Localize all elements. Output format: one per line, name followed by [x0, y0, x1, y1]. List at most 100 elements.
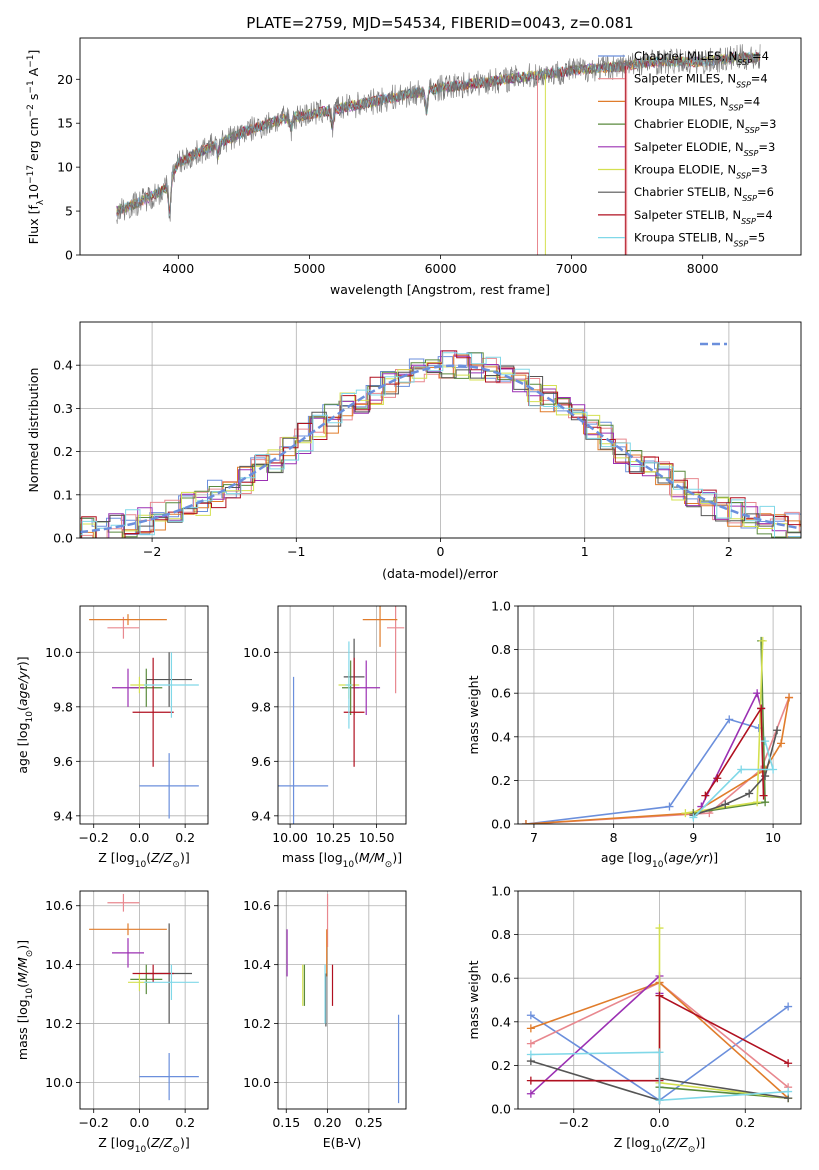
- gaussian-curve: [80, 364, 799, 534]
- errorbar-point-salpeter-stelib: [132, 657, 174, 767]
- y-tick-label: 0.2: [53, 444, 73, 459]
- legend-label-salpeter-stelib: Salpeter STELIB, NSSP=4: [634, 208, 773, 226]
- x-tick-label: 10.25: [315, 830, 351, 845]
- series-marker-salpeter-stelib: [784, 1059, 793, 1068]
- y-tick-label: 10.4: [45, 957, 73, 972]
- y-tick-label: 5: [65, 204, 73, 219]
- y-tick-label: 10.0: [243, 645, 271, 660]
- series-marker-kroupa-stelib: [655, 1096, 664, 1105]
- y-tick-label: 0.8: [491, 642, 511, 657]
- x-tick-label: 0: [437, 544, 445, 559]
- plot-area: [278, 606, 405, 824]
- plot-area: [286, 893, 400, 1104]
- panel-massweight_vs_age: 7 8 9 10 0.0 0.2 0.4 0.6 0.8 1.0 age [log10(age/yr…: [466, 599, 802, 870]
- series-line-kroupa-stelib: [692, 740, 775, 819]
- series-line-chabrier-miles: [525, 718, 759, 824]
- y-tick-label: 0.0: [491, 1102, 511, 1117]
- y-tick-label: 0.2: [491, 1058, 511, 1073]
- x-tick-label: 0.2: [175, 830, 195, 845]
- x-tick-label: 0.25: [355, 1115, 383, 1130]
- legend-label-chabrier-elodie: Chabrier ELODIE, NSSP=3: [634, 117, 776, 135]
- series-marker-kroupa-stelib: [769, 765, 778, 774]
- series-marker-kroupa-miles: [526, 1024, 535, 1033]
- plot-area: [526, 924, 793, 1105]
- panel-residual_histogram: −2 −1 0 1 2 0.0 0.1 0.2 0.3 0.4 (data-model)/error…: [26, 321, 802, 581]
- spectrum-legend: Chabrier MILES, NSSP=4 Salpeter MILES, NS…: [598, 49, 776, 248]
- data-spectrum: [116, 44, 761, 224]
- y-axis-label: Normed distribution: [26, 368, 41, 493]
- y-tick-label: 9.8: [251, 699, 271, 714]
- y-axis-label: mass weight: [466, 960, 481, 1039]
- x-tick-label: −2: [143, 544, 161, 559]
- errorbar-point-salpeter-miles: [107, 616, 140, 639]
- errorbar-point-kroupa-miles: [89, 923, 167, 936]
- errorbar-point-salpeter-miles: [386, 606, 405, 694]
- legend-label-kroupa-elodie: Kroupa ELODIE, NSSP=3: [634, 163, 768, 181]
- axes-frame: [277, 605, 407, 825]
- errorbar-point-kroupa-miles: [362, 606, 398, 647]
- errorbar-point-chabrier-miles: [139, 1053, 199, 1101]
- series-marker-salpeter-stelib: [701, 791, 710, 800]
- panel-mass_vs_ebv: 0.15 0.20 0.25 10.0 10.2 10.4 10.6 E(B-V): [243, 890, 407, 1150]
- legend-label-salpeter-miles: Salpeter MILES, NSSP=4: [634, 72, 768, 90]
- x-tick-label: 6000: [425, 261, 457, 276]
- series-marker-salpeter-miles: [526, 1039, 535, 1048]
- y-axis-label: mass weight: [466, 675, 481, 754]
- y-tick-label: 0.8: [491, 927, 511, 942]
- figure-title: PLATE=2759, MJD=54534, FIBERID=0043, z=0…: [246, 14, 633, 32]
- x-axis-label: wavelength [Angstrom, rest frame]: [330, 282, 550, 297]
- x-tick-label: 0.0: [129, 830, 149, 845]
- axes-frame: [517, 890, 802, 1110]
- y-tick-label: 0.4: [491, 729, 511, 744]
- errorbar-point-salpeter-elodie: [352, 660, 381, 715]
- errorbar-point-chabrier-miles: [278, 676, 329, 824]
- y-tick-label: 0.6: [491, 686, 511, 701]
- series-marker-chabrier-elodie: [761, 798, 770, 807]
- series-marker-kroupa-stelib: [526, 1050, 535, 1059]
- y-tick-label: 1.0: [491, 599, 511, 614]
- series-marker-chabrier-miles: [784, 1002, 793, 1011]
- y-tick-label: 9.6: [251, 754, 271, 769]
- axes-frame: [79, 321, 802, 539]
- x-tick-label: −0.2: [79, 830, 109, 845]
- axes-frame: [277, 890, 407, 1110]
- y-tick-label: 10.4: [243, 957, 271, 972]
- x-tick-label: 8: [610, 830, 618, 845]
- y-tick-label: 0.6: [491, 971, 511, 986]
- x-tick-label: 1: [581, 544, 589, 559]
- errorbar-point-salpeter-elodie: [112, 668, 144, 707]
- series-line-salpeter-stelib: [530, 994, 789, 1082]
- y-tick-label: 10.6: [243, 898, 271, 913]
- errorbar-point-salpeter-stelib: [132, 964, 174, 983]
- y-tick-label: 10.2: [45, 1016, 73, 1031]
- y-tick-label: 10.0: [45, 1075, 73, 1090]
- x-tick-label: 5000: [294, 261, 326, 276]
- x-axis-label: E(B-V): [323, 1135, 362, 1150]
- errorbar-point-kroupa-stelib: [345, 641, 353, 729]
- x-tick-label: 0.0: [129, 1115, 149, 1130]
- y-tick-label: 0.0: [491, 817, 511, 832]
- legend-label-kroupa-miles: Kroupa MILES, NSSP=4: [634, 94, 760, 112]
- series-marker-chabrier-stelib: [773, 726, 782, 735]
- x-tick-label: 0.2: [175, 1115, 195, 1130]
- errorbar-point-chabrier-miles: [139, 753, 199, 819]
- series-marker-chabrier-stelib: [745, 789, 754, 798]
- y-tick-label: 10.2: [243, 1016, 271, 1031]
- y-axis-label: mass [log10(M/M⊙)]: [15, 940, 35, 1060]
- series-marker-kroupa-elodie: [681, 809, 690, 818]
- y-tick-label: 0.1: [53, 487, 73, 502]
- x-axis-label: (data-model)/error: [382, 566, 499, 581]
- errorbar-point-kroupa-stelib: [144, 652, 199, 718]
- errorbar-point-kroupa-stelib: [144, 964, 199, 1000]
- legend-label-salpeter-elodie: Salpeter ELODIE, NSSP=3: [634, 140, 775, 158]
- plot-area: [80, 350, 801, 538]
- panel-age_vs_Z: −0.2 0.0 0.2 9.4 9.6 9.8 10.0 Z [log10(Z/Z⊙)] ag…: [15, 605, 209, 870]
- plot-area: [89, 893, 199, 1101]
- x-tick-label: 8000: [687, 261, 719, 276]
- x-tick-label: −1: [287, 544, 305, 559]
- errorbar-point-kroupa-miles: [89, 614, 167, 626]
- errorbar-point-salpeter-elodie: [112, 938, 144, 968]
- x-tick-label: 7000: [556, 261, 588, 276]
